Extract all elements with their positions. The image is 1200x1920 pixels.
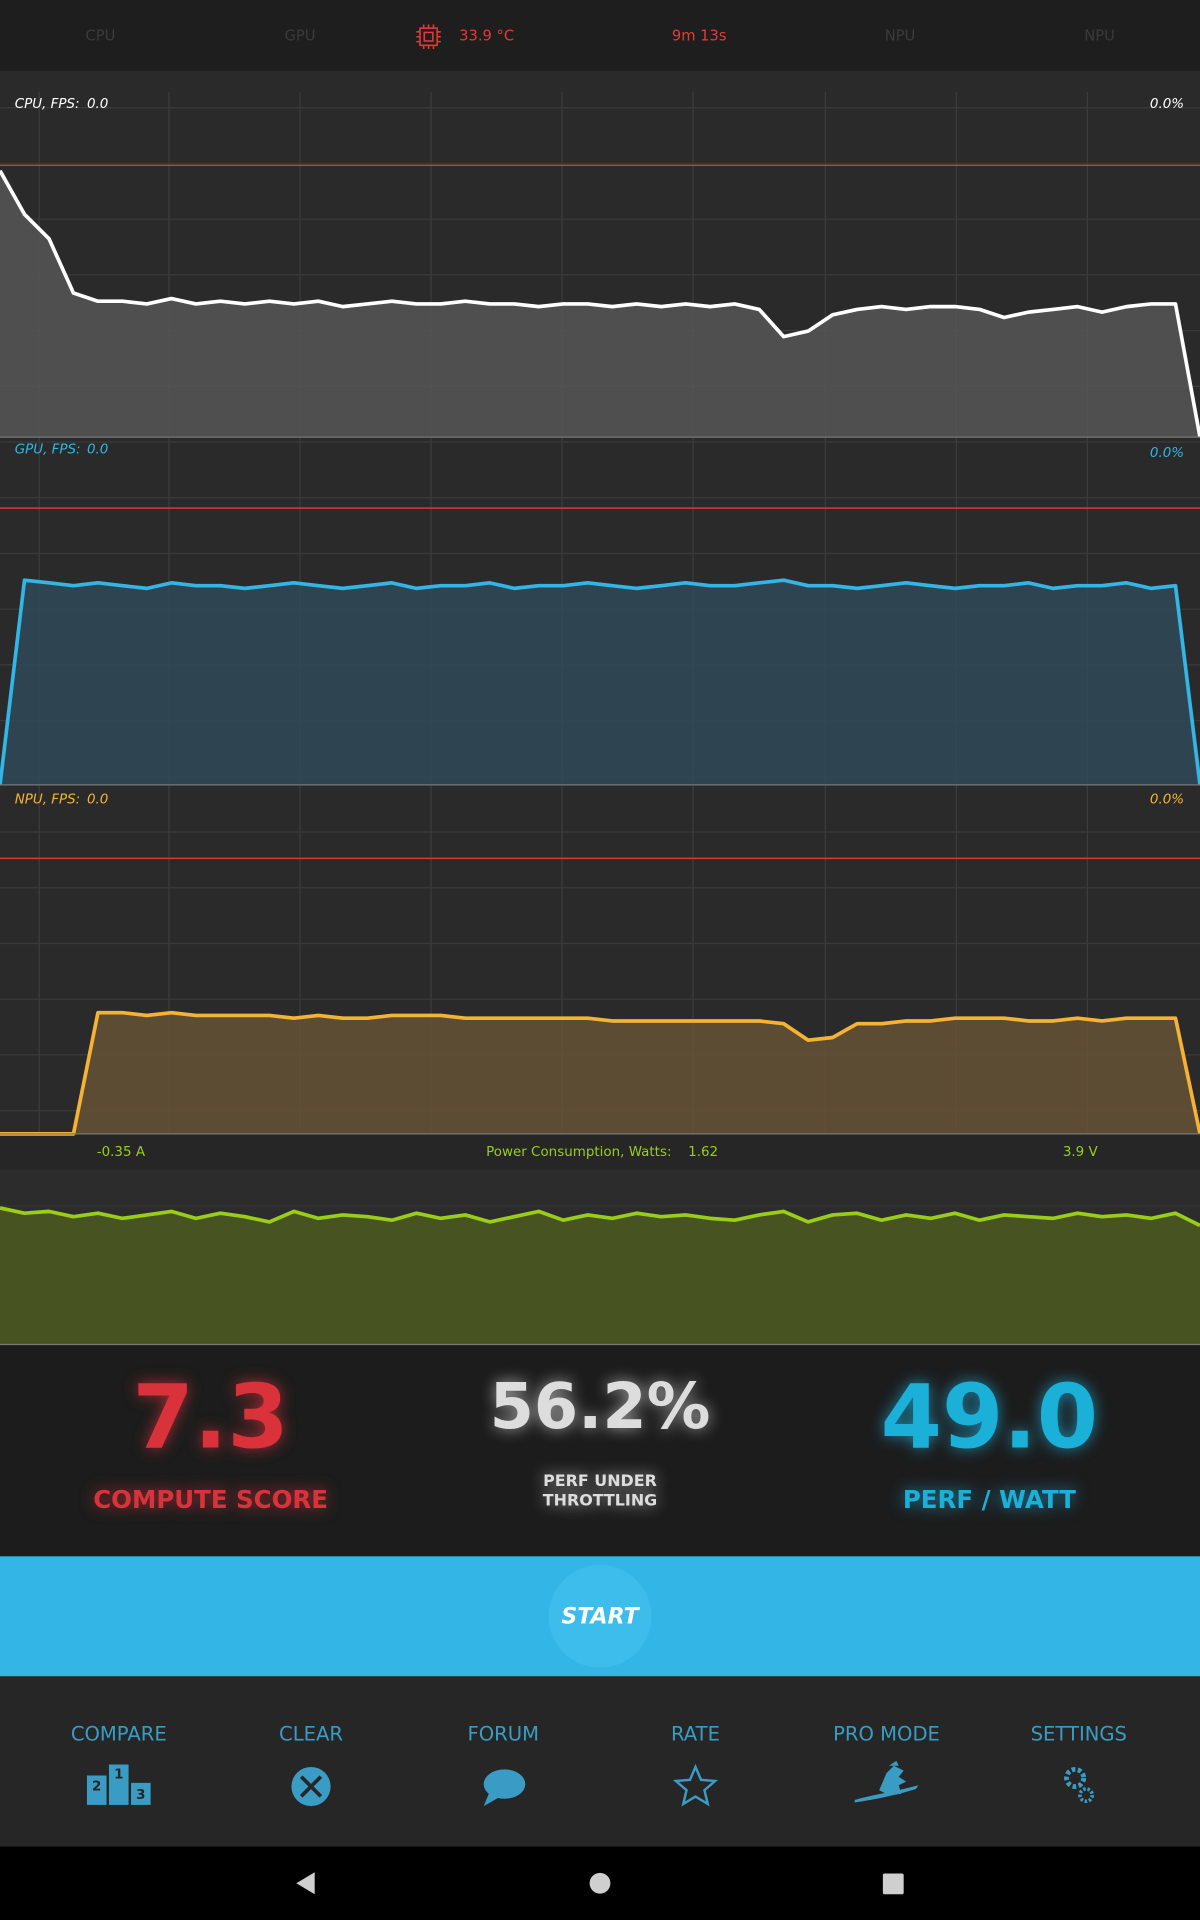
area-fill <box>0 170 1200 438</box>
nav-compare[interactable]: COMPARE <box>71 1723 167 1746</box>
power-label: Power Consumption, Watts: <box>486 1145 671 1160</box>
chart-fps: 0.0 <box>87 793 108 808</box>
chart-label: NPU, FPS: <box>15 793 81 808</box>
icon-glyph: 3 <box>136 1788 145 1803</box>
series-line <box>0 1010 1200 1136</box>
status-npu: NPU <box>885 28 916 45</box>
clear-icon[interactable] <box>291 1766 331 1807</box>
chip-icon <box>416 24 441 49</box>
series-line <box>0 578 1200 786</box>
back-button[interactable] <box>296 1872 315 1895</box>
status-elapsed: 9m 13s <box>672 28 727 45</box>
area-fill <box>0 1012 1200 1134</box>
throttling-label: PERF UNDER <box>543 1471 657 1490</box>
compute-score-label: COMPUTE SCORE <box>93 1485 328 1514</box>
recents-button[interactable] <box>882 1873 904 1895</box>
forum-icon[interactable] <box>483 1769 526 1807</box>
chart-percent: 0.0% <box>1150 97 1184 112</box>
power-watts: 1.62 <box>688 1145 718 1160</box>
toolbar <box>0 1676 1200 1847</box>
nav-pro-mode[interactable]: PRO MODE <box>833 1723 940 1746</box>
status-cpu: CPU <box>85 28 115 45</box>
chart-fps: 0.0 <box>87 97 108 112</box>
status-npu-2: NPU <box>1084 28 1115 45</box>
compare-icon[interactable]: 2 1 3 <box>86 1764 151 1805</box>
nav-rate[interactable]: RATE <box>671 1723 720 1746</box>
start-label[interactable]: START <box>561 1605 640 1630</box>
icon-glyph: 2 <box>92 1780 101 1795</box>
settings-icon[interactable] <box>1064 1766 1095 1804</box>
nav-forum[interactable]: FORUM <box>468 1723 540 1746</box>
throttling-label: THROTTLING <box>543 1491 657 1510</box>
plots: CPU, FPS: 0.0 0.0% GPU, FPS: 0.0 0.0% NPU, FPS… <box>0 97 1200 1346</box>
status-bar <box>0 0 1200 72</box>
perf-watt-label: PERF / WATT <box>903 1485 1076 1514</box>
home-button[interactable] <box>589 1872 611 1894</box>
power-header <box>0 1133 1200 1170</box>
chart-label: CPU, FPS: <box>15 97 80 112</box>
chart-fps: 0.0 <box>87 442 108 457</box>
pro-mode-icon[interactable] <box>854 1760 919 1803</box>
chart-percent: 0.0% <box>1150 793 1184 808</box>
chart-label: GPU, FPS: <box>15 442 81 457</box>
area-fill <box>0 1207 1200 1345</box>
area-fill <box>0 580 1200 785</box>
series-line <box>0 1206 1200 1228</box>
perf-watt-score: 49.0 <box>881 1365 1099 1468</box>
nav-settings[interactable]: SETTINGS <box>1031 1723 1127 1746</box>
compute-score: 7.3 <box>133 1365 289 1468</box>
start-glow <box>548 1564 652 1668</box>
status-gpu: GPU <box>285 28 316 45</box>
nav-clear[interactable]: CLEAR <box>279 1723 343 1746</box>
icon-glyph: 1 <box>114 1767 123 1782</box>
throttling-score: 56.2% <box>490 1370 711 1444</box>
current-label: -0.35 A <box>97 1145 146 1160</box>
series-line <box>0 169 1200 438</box>
rate-icon[interactable] <box>672 1763 719 1807</box>
status-temperature: 33.9 °C <box>459 28 514 45</box>
chart-percent: 0.0% <box>1150 446 1184 461</box>
score-area <box>0 1344 1200 1557</box>
voltage-label: 3.9 V <box>1063 1145 1099 1160</box>
